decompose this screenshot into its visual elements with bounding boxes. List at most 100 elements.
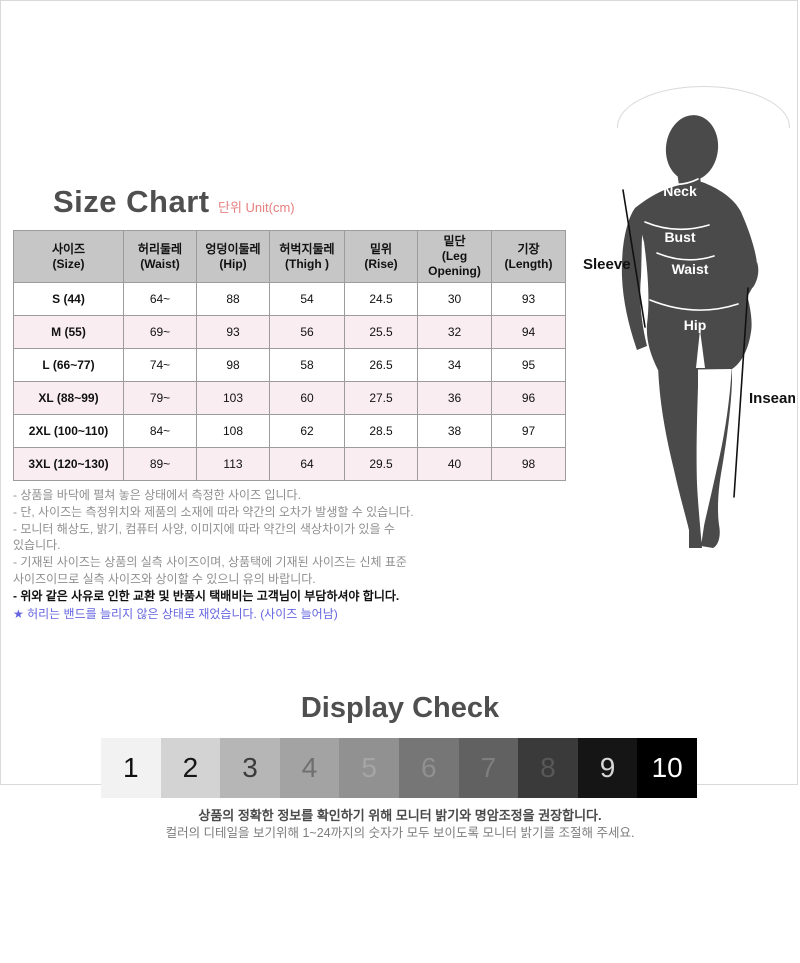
column-header-thigh: 허벅지둘레 (Thigh )	[269, 230, 345, 283]
column-header-length: 기장 (Length)	[491, 230, 566, 283]
note-line: 사이즈이므로 실측 사이즈와 상이할 수 있으니 유의 바랍니다.	[13, 571, 316, 586]
note-line: - 기재된 사이즈는 상품의 실측 사이즈이며, 상품택에 기재된 사이즈는 신…	[13, 555, 407, 570]
note-line: - 상품을 바닥에 펼쳐 놓은 상태에서 측정한 사이즈 입니다.	[13, 488, 301, 502]
size-cell: L (66~77)	[13, 348, 124, 382]
bust-label: Bust	[664, 229, 695, 245]
grayscale-cell: 8	[518, 738, 578, 798]
value-cell: 97	[491, 414, 566, 448]
grayscale-cell-number: 8	[540, 752, 556, 783]
value-cell: 89~	[123, 447, 197, 481]
grayscale-cell-number: 2	[182, 752, 199, 783]
value-cell: 103	[196, 381, 270, 415]
figure-crotch-gap	[696, 330, 705, 368]
grayscale-cell-number: 5	[361, 752, 377, 783]
grayscale-cell-number: 6	[420, 752, 437, 783]
table-header-row: 사이즈 (Size) 허리둘레 (Waist) 엉덩이둘레 (Hip) 허벅지둘…	[13, 230, 566, 283]
note-line-waistband: ★ 허리는 밴드를 늘리지 않은 상태로 재었습니다. (사이즈 늘어남)	[13, 606, 338, 621]
size-cell: M (55)	[13, 315, 124, 349]
value-cell: 64~	[123, 282, 197, 316]
grayscale-cell-number: 1	[123, 752, 139, 783]
neck-label: Neck	[663, 183, 697, 199]
size-cell: XL (88~99)	[13, 381, 124, 415]
table-row: 3XL (120~130) 89~ 113 64 29.5 40 98	[13, 447, 566, 481]
value-cell: 29.5	[344, 447, 418, 481]
value-cell: 54	[269, 282, 345, 316]
neck-measure-arc	[657, 178, 699, 186]
grayscale-cell: 1	[101, 738, 161, 798]
value-cell: 27.5	[344, 381, 418, 415]
grayscale-cell-number: 3	[242, 752, 258, 783]
grayscale-cell: 3	[220, 738, 280, 798]
figure-left-arm	[621, 208, 647, 350]
value-cell: 95	[491, 348, 566, 382]
inseam-label: Inseam	[749, 390, 795, 407]
column-header-waist: 허리둘레 (Waist)	[123, 230, 197, 283]
note-line: - 단, 사이즈는 측정위치와 제품의 소재에 따라 약간의 오차가 발생할 수…	[13, 504, 414, 519]
inseam-measure-line	[733, 287, 749, 498]
grayscale-cell-number: 7	[480, 752, 497, 783]
value-cell: 30	[417, 282, 492, 316]
grayscale-cell: 9	[577, 738, 638, 798]
column-header-hip: 엉덩이둘레 (Hip)	[196, 230, 270, 283]
grayscale-cell: 4	[279, 738, 340, 798]
grayscale-bar: 1 2 3 4 5 6 7 8 9 10	[101, 738, 697, 798]
waist-measure-arc	[656, 252, 715, 261]
note-line-shipping: - 위와 같은 사유로 인한 교환 및 반품시 택배비는 고객님이 부담하셔야 …	[13, 588, 400, 603]
value-cell: 69~	[123, 315, 197, 349]
grayscale-cell-number: 9	[599, 752, 616, 783]
value-cell: 62	[269, 414, 345, 448]
value-cell: 93	[196, 315, 270, 349]
value-cell: 24.5	[344, 282, 418, 316]
size-cell: S (44)	[13, 282, 124, 316]
value-cell: 94	[491, 315, 566, 349]
model-silhouette: Neck Bust Waist Hip Sleeve Inseam	[583, 115, 795, 548]
column-header-leg-opening: 밑단 (Leg Opening)	[417, 230, 492, 283]
value-cell: 113	[196, 447, 270, 481]
size-notes: - 상품을 바닥에 펼쳐 놓은 상태에서 측정한 사이즈 입니다. - 단, 사…	[13, 487, 583, 622]
waist-label: Waist	[672, 261, 709, 277]
grayscale-cell-number: 4	[301, 752, 318, 783]
figure-torso	[635, 182, 759, 370]
value-cell: 74~	[123, 348, 197, 382]
monitor-note-bold: 상품의 정확한 정보를 확인하기 위해 모니터 밝기와 명암조정을 권장합니다.	[198, 808, 602, 823]
value-cell: 40	[417, 447, 492, 481]
table-row: L (66~77) 74~ 98 58 26.5 34 95	[13, 348, 566, 382]
grayscale-cell: 5	[339, 738, 399, 798]
value-cell: 60	[269, 381, 345, 415]
column-header-size: 사이즈 (Size)	[13, 230, 124, 283]
grayscale-cell-number: 10	[651, 752, 683, 783]
display-check-title: Display Check	[300, 692, 500, 724]
grayscale-cell: 6	[398, 738, 459, 798]
value-cell: 58	[269, 348, 345, 382]
figure-left-leg	[658, 364, 702, 548]
value-cell: 79~	[123, 381, 197, 415]
value-cell: 88	[196, 282, 270, 316]
hip-measure-arc	[649, 299, 739, 311]
grayscale-cell: 2	[160, 738, 221, 798]
figure-head	[665, 115, 719, 181]
table-row: M (55) 69~ 93 56 25.5 32 94	[13, 315, 566, 349]
table-row: XL (88~99) 79~ 103 60 27.5 36 96	[13, 381, 566, 415]
value-cell: 93	[491, 282, 566, 316]
value-cell: 108	[196, 414, 270, 448]
value-cell: 38	[417, 414, 492, 448]
table-row: 2XL (100~110) 84~ 108 62 28.5 38 97	[13, 414, 566, 448]
column-header-rise: 밑위 (Rise)	[344, 230, 418, 283]
note-line: - 모니터 해상도, 밝기, 컴퓨터 사양, 이미지에 따라 약간의 색상차이가…	[13, 521, 395, 536]
hip-label: Hip	[684, 317, 707, 333]
value-cell: 56	[269, 315, 345, 349]
value-cell: 96	[491, 381, 566, 415]
value-cell: 98	[196, 348, 270, 382]
value-cell: 98	[491, 447, 566, 481]
size-table: 사이즈 (Size) 허리둘레 (Waist) 엉덩이둘레 (Hip) 허벅지둘…	[13, 230, 566, 481]
size-cell: 2XL (100~110)	[13, 414, 124, 448]
value-cell: 64	[269, 447, 345, 481]
figure-right-arm	[737, 212, 758, 305]
size-cell: 3XL (120~130)	[13, 447, 124, 481]
sleeve-label: Sleeve	[583, 256, 631, 273]
note-line: 있습니다.	[13, 538, 61, 553]
value-cell: 34	[417, 348, 492, 382]
page-title: Size Chart	[53, 184, 210, 219]
figure-right-leg	[701, 364, 732, 548]
